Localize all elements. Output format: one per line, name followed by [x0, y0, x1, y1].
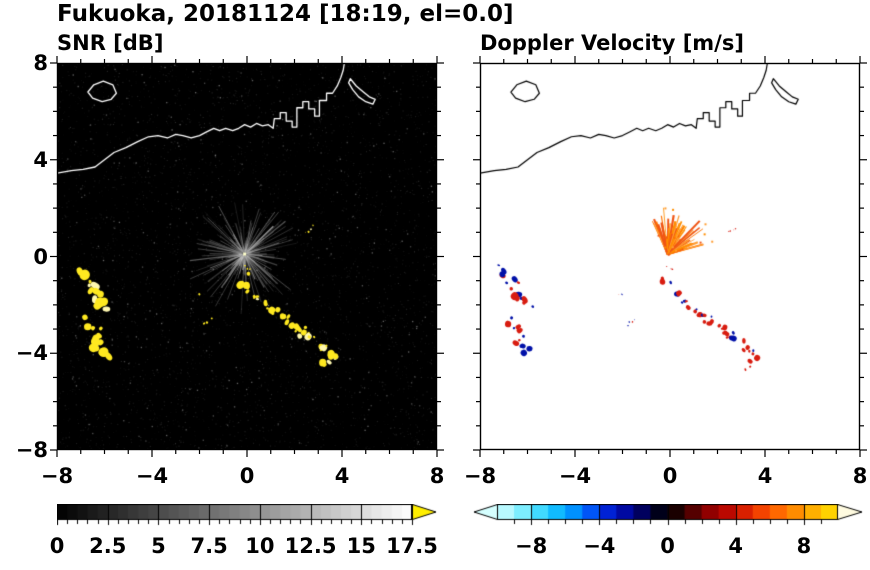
snr-x-tick-label: 4 [334, 464, 350, 488]
doppler-colorbar-label: −4 [583, 534, 616, 558]
snr-colorbar-label: 12.5 [284, 534, 337, 558]
figure-title: Fukuoka, 20181124 [18:19, el=0.0] [57, 1, 514, 27]
snr-colorbar-label: 5 [151, 534, 166, 558]
snr-colorbar-label: 15 [346, 534, 376, 558]
doppler-colorbar-label: 4 [728, 534, 743, 558]
doppler-x-tick-label: −4 [558, 464, 592, 488]
snr-ppi-image [57, 63, 437, 450]
snr-panel-title: SNR [dB] [57, 31, 164, 55]
doppler-panel-title: Doppler Velocity [m/s] [480, 31, 744, 55]
doppler-x-tick-label: 8 [852, 464, 868, 488]
snr-x-tick-label: −8 [40, 464, 74, 488]
snr-colorbar-label: 7.5 [190, 534, 228, 558]
doppler-colorbar [473, 504, 863, 530]
snr-colorbar-label: 10 [245, 534, 275, 558]
y-tick-label: −8 [15, 438, 48, 462]
doppler-x-tick-label: −8 [463, 464, 497, 488]
snr-colorbar [57, 504, 437, 530]
y-tick-label: 4 [33, 147, 48, 172]
snr-colorbar-label: 2.5 [89, 534, 127, 558]
snr-x-tick-label: −4 [135, 464, 169, 488]
snr-colorbar-label: 17.5 [386, 534, 438, 558]
snr-x-tick-label: 8 [429, 464, 445, 488]
snr-colorbar-label: 0 [49, 534, 65, 558]
y-tick-label: 8 [33, 51, 48, 75]
doppler-colorbar-label: 0 [660, 534, 675, 558]
y-tick-label: −4 [15, 341, 48, 366]
doppler-ppi-image [480, 63, 860, 450]
snr-x-tick-label: 0 [239, 464, 255, 488]
doppler-x-tick-label: 4 [757, 464, 773, 488]
doppler-colorbar-label: −8 [514, 534, 548, 558]
y-tick-label: 0 [33, 244, 48, 269]
doppler-x-tick-label: 0 [662, 464, 678, 488]
doppler-colorbar-label: 8 [796, 534, 812, 558]
